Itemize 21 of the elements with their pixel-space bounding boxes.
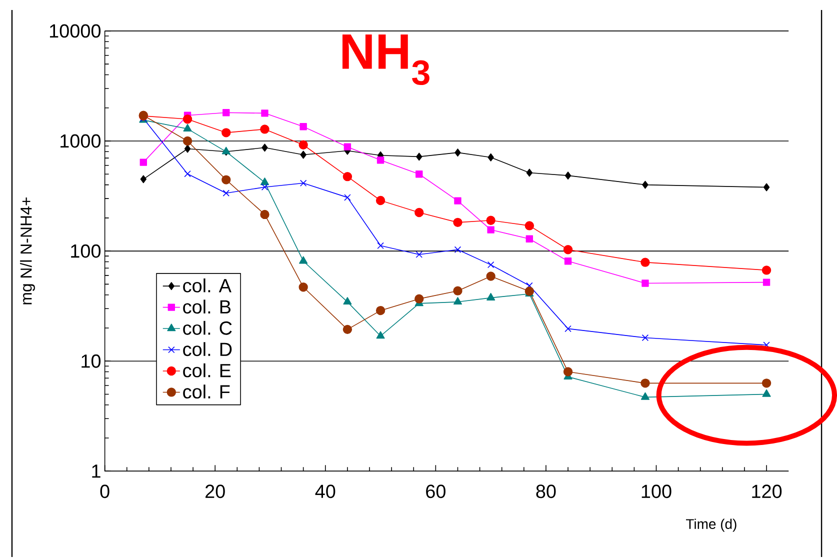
x-tick-label: 40 xyxy=(315,484,336,498)
chart-title: NH$_{3}$ xyxy=(342,34,430,86)
x-tick-label: 80 xyxy=(536,484,556,498)
y-tick-label: 1000 xyxy=(60,134,101,148)
x-tick-label: 100 xyxy=(642,484,672,498)
y-tick-label: 10 xyxy=(82,354,101,368)
y-axis-title: mg N/l N-NH4+ xyxy=(20,198,35,305)
y-tick-label: 1 xyxy=(92,464,100,478)
legend-label: col. E xyxy=(183,364,231,378)
x-tick-label: 20 xyxy=(206,484,225,498)
x-axis-title: Time (d) xyxy=(686,518,736,532)
legend-label: col. D xyxy=(183,342,232,356)
y-tick-label: 10000 xyxy=(50,24,101,38)
legend-label: col. C xyxy=(183,321,232,336)
legend-label: col. B xyxy=(183,300,230,314)
x-tick-label: 120 xyxy=(752,484,782,498)
y-tick-label: 100 xyxy=(71,244,101,258)
x-tick-label: 0 xyxy=(100,484,110,498)
legend-label: col. F xyxy=(183,384,230,399)
x-tick-label: 60 xyxy=(426,484,446,498)
legend-label: col. A xyxy=(183,278,232,293)
